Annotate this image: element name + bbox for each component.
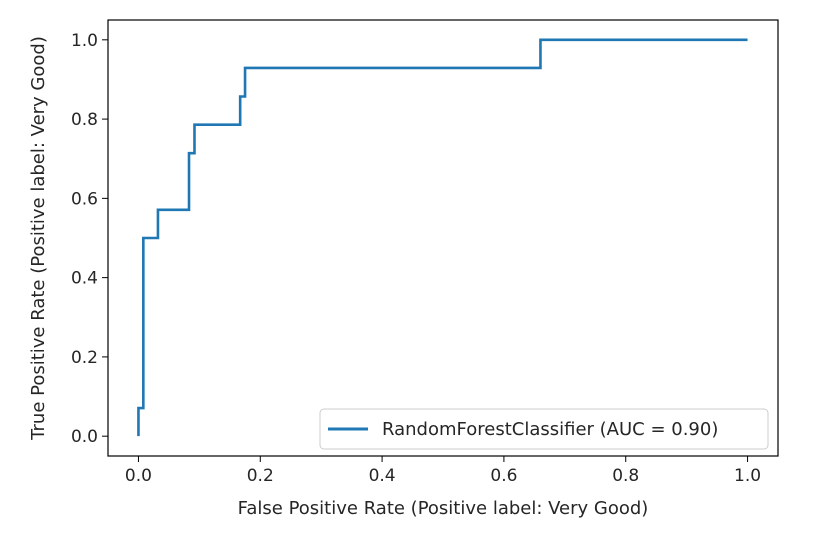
y-tick-label: 0.6: [71, 189, 98, 209]
y-axis-label: True Positive Rate (Positive label: Very…: [28, 36, 49, 441]
x-tick-label: 1.0: [734, 466, 761, 486]
x-axis-label: False Positive Rate (Positive label: Ver…: [238, 498, 649, 519]
legend-label: RandomForestClassifier (AUC = 0.90): [382, 419, 718, 440]
y-tick-label: 1.0: [71, 31, 98, 51]
ticks-layer: 0.0 0.2 0.4 0.6 0.8 1.0 0.0 0.2 0.4 0.6 0.8 1.0: [71, 31, 761, 486]
y-tick-label: 0.8: [71, 110, 98, 130]
legend-box: [319, 408, 769, 450]
y-tick-label: 0.4: [71, 269, 98, 289]
series-layer: [137, 38, 748, 437]
x-tick-label: 0.8: [612, 466, 639, 486]
x-tick-label: 0.2: [247, 466, 274, 486]
x-tick-label: 0.4: [369, 466, 396, 486]
y-tick-label: 0.0: [71, 427, 98, 447]
plot-frame: [107, 19, 779, 457]
legend: RandomForestClassifier (AUC = 0.90): [319, 408, 769, 450]
roc-curve-line: [137, 38, 748, 437]
x-tick-label: 0.6: [490, 466, 517, 486]
y-tick-label: 0.2: [71, 348, 98, 368]
x-tick-label: 0.0: [125, 466, 152, 486]
